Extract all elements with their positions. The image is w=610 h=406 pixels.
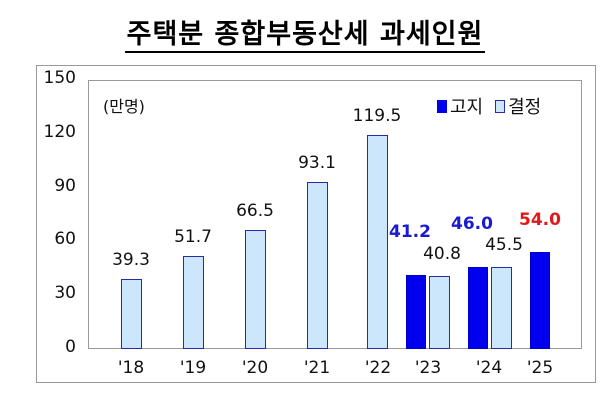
x-tick-label: '21 [303, 358, 331, 378]
bar-decided [121, 278, 142, 349]
bar-decided [183, 256, 204, 349]
bar-notice [530, 252, 550, 349]
y-tick-label: 120 [43, 121, 76, 142]
legend-label-decided: 결정 [508, 97, 542, 118]
y-tick-label: 0 [65, 337, 76, 357]
value-label: 39.3 [112, 249, 150, 270]
x-tick-label: '24 [475, 358, 503, 378]
y-tick-label: 60 [54, 229, 76, 250]
value-label: 119.5 [352, 105, 402, 126]
legend-label-notice: 고지 [450, 97, 484, 118]
bar-decided [429, 275, 450, 349]
bar-decided [367, 134, 388, 349]
x-tick-label: '22 [364, 358, 392, 378]
x-tick-label: '19 [179, 358, 207, 378]
x-tick-label: '25 [526, 358, 554, 378]
value-label: 51.7 [174, 227, 212, 248]
bar-decided [307, 182, 328, 349]
plot-area [88, 80, 582, 349]
unit-label: (만명) [103, 97, 145, 116]
x-tick-label: '20 [241, 358, 269, 378]
chart-title: 주택분 종합부동산세 과세인원 [0, 12, 610, 53]
value-label: 93.1 [298, 153, 336, 174]
legend: 고지 결정 [437, 93, 541, 119]
legend-swatch-notice-icon [437, 99, 447, 113]
value-label: 41.2 [389, 222, 431, 243]
value-label: 45.5 [485, 235, 523, 256]
value-label: 46.0 [451, 213, 493, 234]
x-tick-label: '18 [117, 358, 145, 378]
y-tick-label: 90 [54, 175, 76, 196]
y-tick-label: 150 [43, 68, 76, 88]
value-label: 54.0 [519, 210, 561, 231]
y-tick-label: 30 [54, 283, 76, 304]
x-tick-label: '23 [414, 358, 442, 378]
bar-notice [406, 275, 426, 349]
legend-swatch-decided-icon [495, 99, 506, 113]
value-label: 40.8 [423, 243, 461, 264]
bar-notice [468, 266, 488, 349]
bar-decided [245, 229, 266, 349]
value-label: 66.5 [236, 200, 274, 221]
chart-title-text: 주택분 종합부동산세 과세인원 [124, 19, 486, 53]
bar-decided [491, 267, 512, 349]
